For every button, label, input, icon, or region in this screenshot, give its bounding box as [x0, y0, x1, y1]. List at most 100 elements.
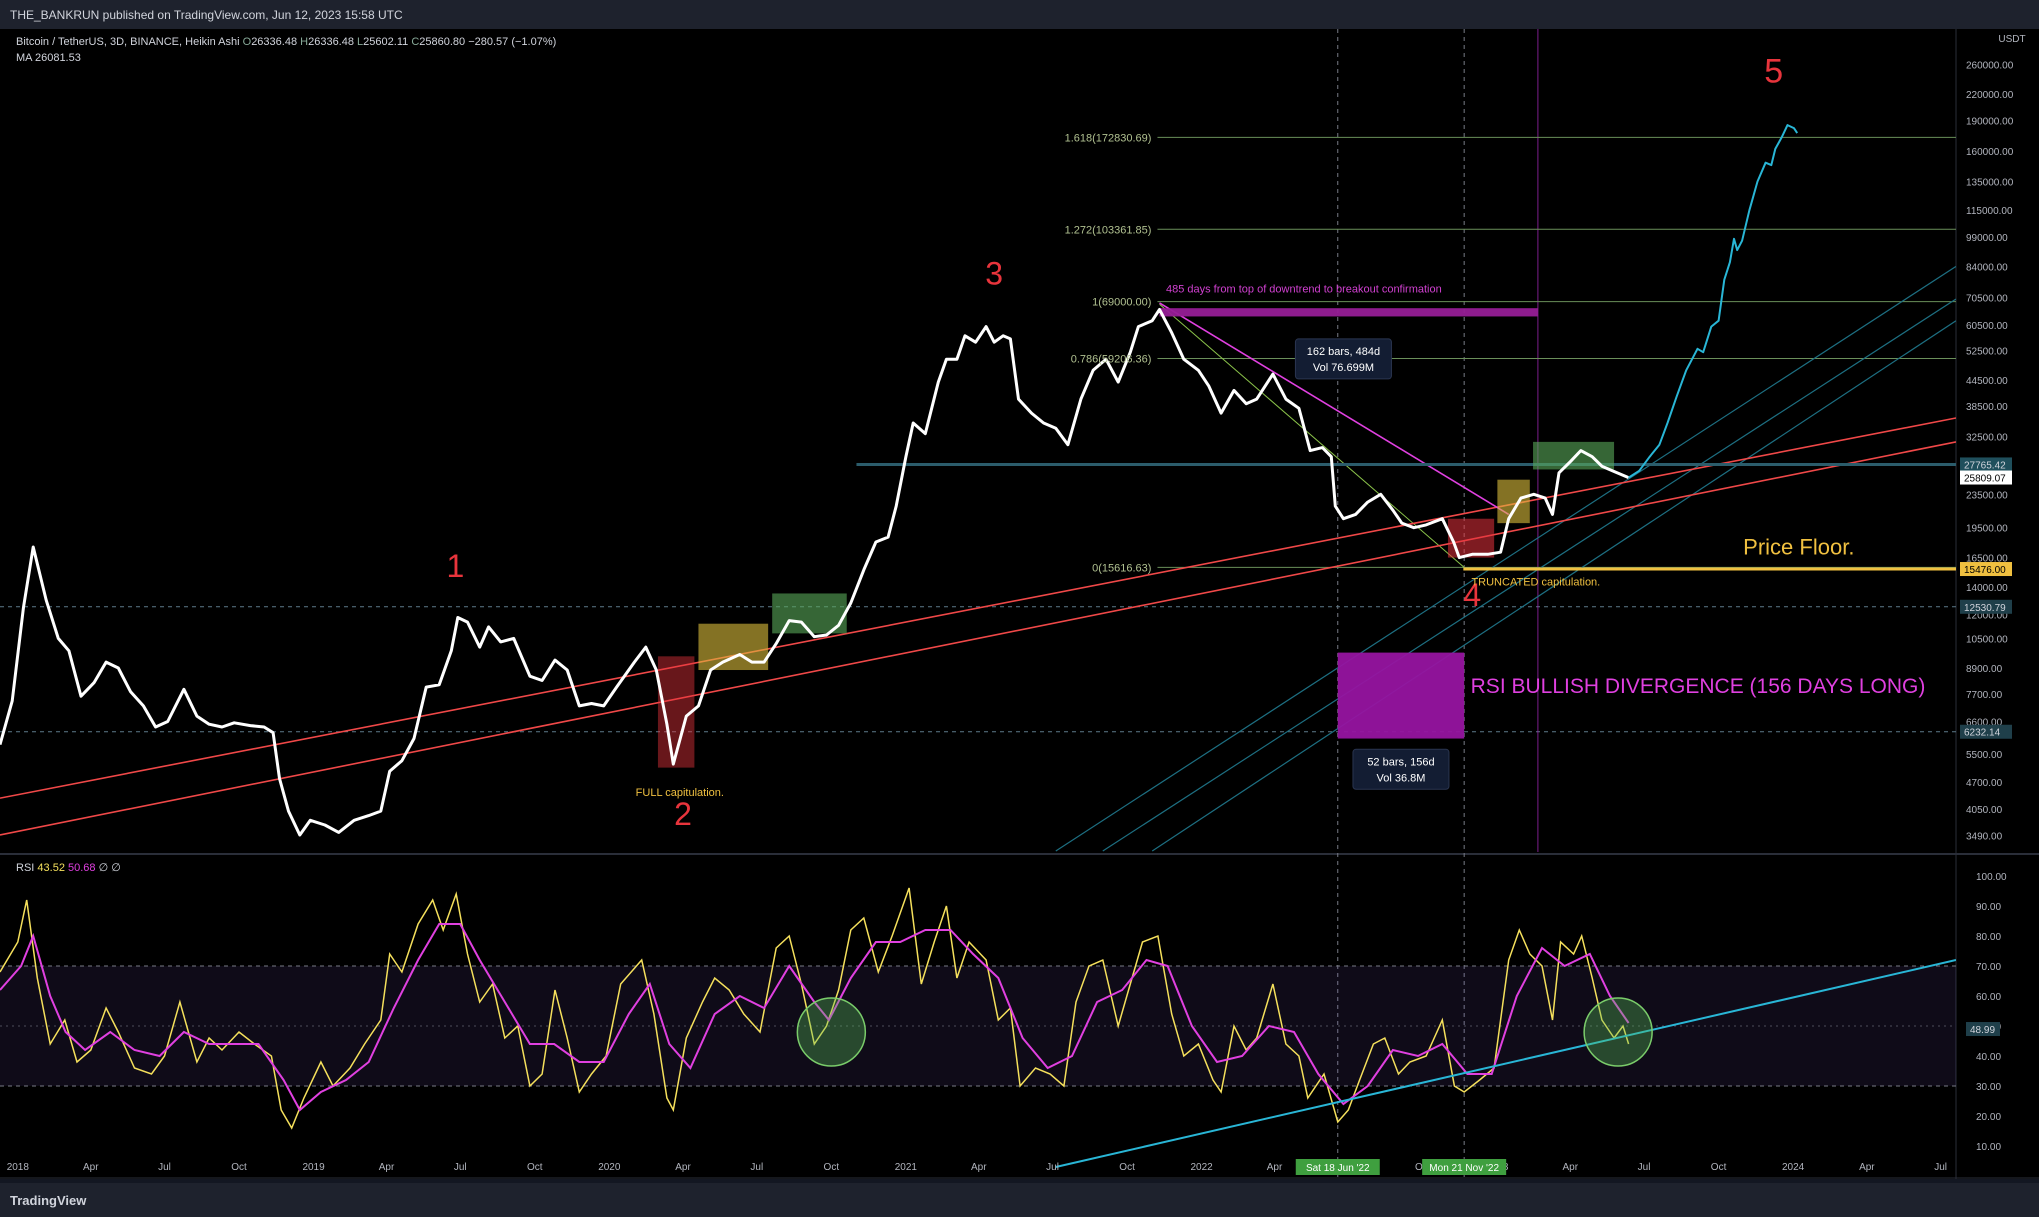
- range-tooltip-2-bars: 52 bars, 156d: [1367, 756, 1434, 768]
- accumulation-box: [1497, 479, 1530, 524]
- close-key: C: [411, 36, 420, 48]
- price-series-line: [0, 308, 1630, 837]
- rsi-tick-label: 30.00: [1976, 1082, 2001, 1093]
- chart-static-layer: [0, 29, 2039, 1179]
- price-tick-label: 220000.00: [1966, 90, 2014, 101]
- price-tick-label: 260000.00: [1966, 60, 2014, 71]
- low-key: L: [357, 36, 364, 48]
- time-tick-label: 2020: [598, 1162, 621, 1173]
- price-tick-label: 14000.00: [1966, 583, 2008, 594]
- symbol-legend[interactable]: Bitcoin / TetherUS, 3D, BINANCE, Heikin …: [16, 36, 556, 48]
- time-tick-label: Oct: [824, 1162, 840, 1173]
- open-value: 26336.48: [251, 36, 298, 48]
- price-tick-label: 19500.00: [1966, 524, 2008, 535]
- wave-label-2: 2: [674, 796, 692, 832]
- price-tag-bg: [1960, 724, 2012, 739]
- price-tick-label: 23500.00: [1966, 490, 2008, 501]
- rsi-trend-line: [1055, 959, 1956, 1168]
- rsi-pane: [0, 887, 1956, 1168]
- time-tick-label: Apr: [1267, 1162, 1283, 1173]
- ma-legend[interactable]: MA 26081.53: [16, 52, 81, 64]
- fib-level-label: 0(15616.63): [1092, 562, 1151, 574]
- fib-level-label: 0.786(59206.36): [1071, 353, 1152, 365]
- wave-label-3: 3: [985, 255, 1003, 291]
- price-tag-label: 25809.07: [1964, 474, 2006, 485]
- wave-label-5: 5: [1764, 52, 1783, 90]
- range-tooltip-2-vol: Vol 36.8M: [1377, 772, 1426, 784]
- date-tag-label: Mon 21 Nov '22: [1429, 1163, 1499, 1174]
- wave-label-4: 4: [1463, 577, 1481, 613]
- price-tick-label: 16500.00: [1966, 554, 2008, 565]
- price-tick-label: 44500.00: [1966, 376, 2008, 387]
- range-tooltip-1-vol: Vol 76.699M: [1313, 362, 1374, 374]
- rsi-divergence-box: [1337, 652, 1465, 739]
- rsi-tick-label: 70.00: [1976, 962, 2001, 973]
- price-tick-label: 6600.00: [1966, 717, 2003, 728]
- price-tick-label: 135000.00: [1966, 178, 2014, 189]
- price-tick-label: 32500.00: [1966, 432, 2008, 443]
- red-trend-line: [0, 417, 1956, 799]
- price-tag-bg: [1960, 599, 2012, 614]
- chart-area[interactable]: USDT 260000.00 220000.00 190000.00 160000.00…: [0, 29, 2039, 1179]
- price-tick-label: 8900.00: [1966, 664, 2003, 675]
- time-tick-label: Apr: [1563, 1162, 1579, 1173]
- price-tick-label: 160000.00: [1966, 147, 2014, 158]
- rsi-tick-label: 80.00: [1976, 932, 2001, 943]
- rsi-extra-1: ∅: [98, 862, 109, 874]
- rsi-label: RSI: [16, 862, 35, 874]
- magenta-downtrend-line: [1159, 302, 1510, 516]
- time-tick-label: Oct: [1119, 1162, 1135, 1173]
- price-tick-label: 4700.00: [1966, 778, 2003, 789]
- time-tick-label: Apr: [971, 1162, 987, 1173]
- published-info: THE_BANKRUN published on TradingView.com…: [10, 8, 403, 22]
- chart-canvas[interactable]: USDT 260000.00 220000.00 190000.00 160000.00…: [0, 29, 2039, 1179]
- red-trend-line: [0, 441, 1956, 836]
- time-tick-label: Apr: [1859, 1162, 1875, 1173]
- symbol-name: Bitcoin / TetherUS, 3D, BINANCE, Heikin …: [16, 36, 240, 48]
- brand-name: TradingView: [10, 1193, 87, 1208]
- time-tick-label: Apr: [675, 1162, 691, 1173]
- truncated-capitulation-label: TRUNCATED capitulation.: [1471, 577, 1600, 589]
- price-tag-bg: [1960, 457, 2012, 472]
- time-tick-label: Jul: [750, 1162, 763, 1173]
- price-tick-label: 60500.00: [1966, 321, 2008, 332]
- price-tick-label: 5500.00: [1966, 750, 2003, 761]
- price-tag-bg: [1960, 562, 2012, 577]
- tradingview-logo: TradingView: [10, 1193, 86, 1208]
- capitulation-box: [1447, 518, 1495, 558]
- date-tag-bg: [1295, 1159, 1380, 1175]
- price-tick-label: 12000.00: [1966, 611, 2008, 622]
- top-bar: THE_BANKRUN published on TradingView.com…: [0, 0, 2039, 29]
- time-tick-label: Jul: [1934, 1162, 1947, 1173]
- price-tick-label: 115000.00: [1966, 206, 2013, 217]
- rsi-tick-label: 20.00: [1976, 1112, 2001, 1123]
- high-value: 26336.48: [308, 36, 354, 48]
- price-tick-label: 3490.00: [1966, 831, 2003, 842]
- bottom-bar: [0, 1183, 2039, 1217]
- fib-level-label: 1.272(103361.85): [1065, 224, 1152, 236]
- rsi-tick-label: 100.00: [1976, 872, 2007, 883]
- range-tooltip-2-bg: [1352, 748, 1450, 790]
- wave-label-1: 1: [446, 548, 464, 584]
- rsi-tick-label: 90.00: [1976, 902, 2001, 913]
- price-tick-label: 190000.00: [1966, 116, 2014, 127]
- time-tick-label: Oct: [1711, 1162, 1727, 1173]
- range-tooltip-1-bars: 162 bars, 484d: [1307, 346, 1380, 358]
- price-tick-label: 84000.00: [1966, 262, 2008, 273]
- rsi-extra-2: ∅: [111, 862, 121, 874]
- price-tick-label: 52500.00: [1966, 346, 2008, 357]
- rsi-highlight-circle: [1583, 997, 1653, 1067]
- price-axis-unit: USDT: [1998, 34, 2025, 45]
- price-tag-label: 12530.79: [1964, 603, 2006, 614]
- time-tick-label: 2019: [302, 1162, 325, 1173]
- rsi-legend[interactable]: RSI 43.52 50.68 ∅ ∅: [16, 861, 121, 874]
- fib-level-label: 1(69000.00): [1092, 297, 1151, 309]
- rsi-ma-value: 50.68: [68, 862, 96, 874]
- time-tick-label: Jul: [158, 1162, 171, 1173]
- channel-line: [1151, 320, 1956, 852]
- rsi-tick-label: 60.00: [1976, 992, 2001, 1003]
- days-range-bar: [1159, 308, 1538, 317]
- ma-value: 26081.53: [34, 52, 81, 64]
- rsi-highlight-circle: [796, 997, 867, 1067]
- time-tick-label: Oct: [231, 1162, 247, 1173]
